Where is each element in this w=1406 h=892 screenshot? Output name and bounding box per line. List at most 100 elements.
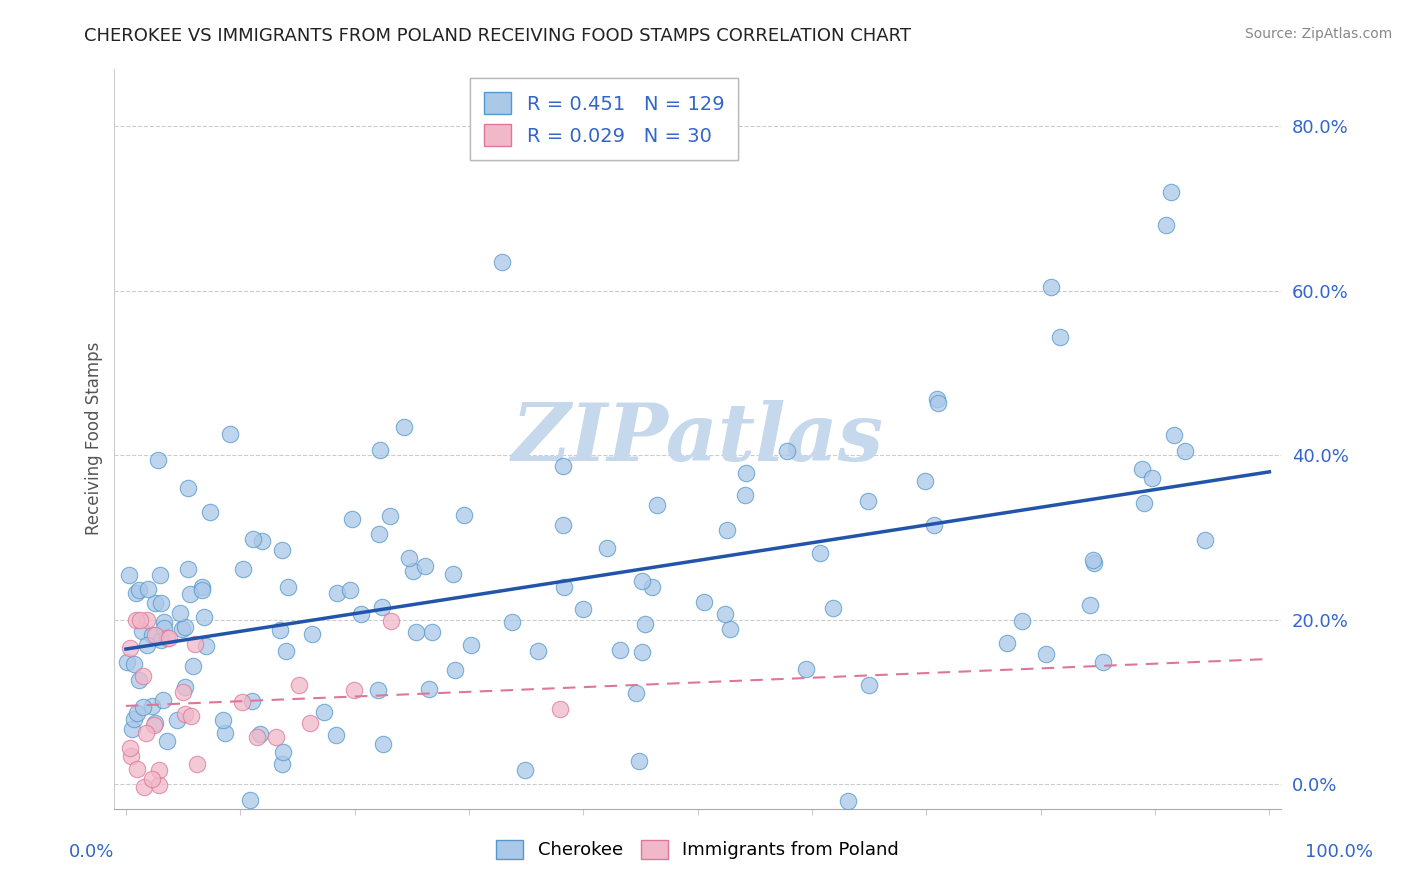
Point [195,639,218,653]
Point [191,582,214,597]
Point [922,518,945,533]
Point [128,673,150,687]
Point [371,600,394,615]
Point [808,546,831,560]
Point [240,694,263,708]
Point [325,728,347,742]
Point [312,705,335,719]
Point [127,706,149,721]
Point [418,681,440,696]
Point [153,615,176,630]
Point [276,644,298,658]
Point [856,494,879,508]
Point [125,586,148,600]
Point [914,474,936,488]
Point [157,632,180,646]
Point [380,614,402,628]
Point [718,622,741,636]
Point [143,628,166,642]
Point [392,420,415,434]
Point [200,505,222,519]
Point [631,645,654,659]
Point [131,668,153,682]
Point [120,741,142,756]
Point [1049,330,1071,344]
Point [641,580,664,594]
Point [624,686,647,700]
Point [118,568,141,582]
Point [269,623,291,637]
Point [128,582,150,597]
Point [173,706,195,721]
Point [550,702,572,716]
Point [136,638,159,652]
Point [153,621,176,635]
Point [135,726,157,740]
Y-axis label: Receiving Food Stamps: Receiving Food Stamps [86,342,103,535]
Point [1035,647,1057,661]
Point [232,562,254,576]
Point [172,622,194,636]
Text: Source: ZipAtlas.com: Source: ZipAtlas.com [1244,27,1392,41]
Point [405,625,427,640]
Point [413,559,436,574]
Point [571,601,593,615]
Point [179,587,201,601]
Point [734,488,756,502]
Point [398,550,420,565]
Text: 0.0%: 0.0% [69,843,114,861]
Point [132,780,155,794]
Point [367,682,389,697]
Point [172,685,194,699]
Point [242,532,264,546]
Point [143,596,166,610]
Point [239,793,262,807]
Point [156,733,179,747]
Point [794,662,817,676]
Point [1154,218,1177,232]
Point [551,517,574,532]
Point [122,657,145,672]
Point [186,757,208,772]
Point [132,700,155,714]
Point [141,698,163,713]
Point [121,723,143,737]
Point [734,466,756,480]
Point [368,443,391,458]
Point [212,714,235,728]
Point [1011,614,1033,628]
Point [1194,533,1216,548]
Point [1039,280,1062,294]
Point [1130,462,1153,476]
Point [1163,428,1185,442]
Text: CHEROKEE VS IMMIGRANTS FROM POLAND RECEIVING FOOD STAMPS CORRELATION CHART: CHEROKEE VS IMMIGRANTS FROM POLAND RECEI… [84,27,911,45]
Point [501,615,523,629]
Point [277,581,299,595]
Point [631,574,654,589]
Point [301,626,323,640]
Point [148,778,170,792]
Point [142,718,165,732]
Point [339,583,361,598]
Point [250,533,273,548]
Point [149,596,172,610]
Point [340,512,363,526]
Point [634,616,657,631]
Point [444,663,467,677]
Point [1133,496,1156,510]
Point [271,757,294,772]
Point [141,628,163,642]
Point [122,712,145,726]
Point [716,523,738,537]
Point [125,762,148,776]
Point [166,714,188,728]
Point [1083,553,1105,567]
Point [775,444,797,458]
Point [714,607,737,622]
Point [249,727,271,741]
Point [246,730,269,744]
Point [214,726,236,740]
Point [453,508,475,523]
Point [553,458,575,473]
Point [526,644,548,658]
